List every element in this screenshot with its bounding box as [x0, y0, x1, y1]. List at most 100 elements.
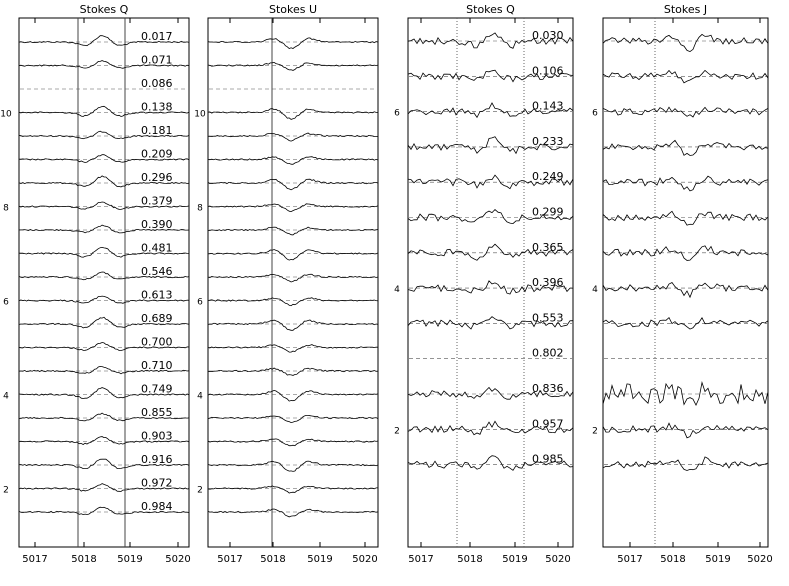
- profile-line: [19, 246, 190, 258]
- y-tick-label: 2: [592, 426, 598, 436]
- profile-line: [407, 280, 573, 295]
- profile-line: [407, 208, 574, 225]
- profile-line: [18, 342, 190, 351]
- profile-line: [207, 37, 379, 49]
- profile-line: [18, 506, 190, 516]
- profile-line: [602, 33, 769, 53]
- profile-line: [18, 224, 190, 234]
- profile-line: [602, 69, 769, 84]
- y-tick-label: 8: [3, 204, 9, 214]
- x-tick-label: 5017: [22, 554, 47, 565]
- y-tick-label: 6: [3, 298, 9, 308]
- profile-value-label: 0.209: [141, 148, 173, 161]
- profile-line: [407, 455, 574, 471]
- profile-value-label: 0.249: [532, 170, 564, 183]
- profile-value-label: 0.613: [141, 289, 173, 302]
- profile-line: [18, 458, 190, 469]
- profile-line: [407, 386, 574, 400]
- x-tick-label: 5018: [660, 554, 685, 565]
- profile-line: [207, 61, 379, 71]
- panel-frame: [407, 17, 574, 548]
- profile-line: [18, 365, 190, 375]
- profile-line: [18, 60, 190, 69]
- y-tick-label: 4: [197, 392, 203, 402]
- profile-line: [207, 344, 378, 353]
- profile-line: [207, 108, 378, 120]
- panel-frame: [207, 17, 379, 548]
- y-tick-label: 2: [3, 486, 9, 496]
- profile-value-label: 0.396: [532, 276, 564, 289]
- profile-line: [602, 281, 769, 299]
- x-tick-label: 5018: [260, 554, 285, 565]
- profile-value-label: 0.296: [141, 171, 173, 184]
- profile-line: [18, 295, 190, 304]
- profile-line: [207, 415, 379, 424]
- profile-line: [207, 485, 378, 494]
- profile-value-label: 0.138: [141, 101, 173, 114]
- profile-line: [602, 381, 769, 407]
- y-tick-label: 2: [197, 486, 203, 496]
- profile-line: [19, 154, 190, 163]
- profile-value-label: 0.071: [141, 54, 173, 67]
- profile-value-label: 0.106: [532, 64, 564, 77]
- x-tick-label: 5019: [705, 554, 730, 565]
- x-tick-label: 5020: [545, 554, 570, 565]
- profile-line: [207, 273, 379, 283]
- profile-line: [18, 483, 190, 492]
- profile-value-label: 0.233: [532, 135, 564, 148]
- profile-line: [18, 130, 190, 140]
- profile-value-label: 0.689: [141, 312, 173, 325]
- profile-value-label: 0.379: [141, 195, 173, 208]
- profile-line: [407, 69, 574, 83]
- profile-line: [18, 105, 190, 117]
- profile-line: [18, 175, 190, 188]
- profile-line: [407, 420, 574, 436]
- profile-value-label: 0.836: [532, 382, 564, 395]
- profile-value-label: 0.749: [141, 383, 173, 396]
- y-tick-label: 4: [3, 392, 9, 402]
- profile-line: [207, 438, 379, 447]
- profile-value-label: 0.481: [141, 242, 173, 255]
- profile-value-label: 0.972: [141, 477, 173, 490]
- x-tick-label: 5017: [617, 554, 642, 565]
- profile-line: [18, 412, 190, 422]
- profile-line: [18, 201, 190, 210]
- profile-value-label: 0.957: [532, 417, 564, 430]
- profile-line: [407, 136, 574, 155]
- profile-value-label: 0.181: [141, 124, 173, 137]
- panel-title: Stokes Q: [80, 3, 129, 16]
- profile-value-label: 0.086: [141, 77, 173, 90]
- profile-line: [602, 245, 769, 261]
- profile-line: [407, 316, 574, 330]
- profile-line: [18, 271, 190, 281]
- profile-line: [602, 106, 769, 118]
- profile-line: [602, 316, 769, 330]
- x-tick-label: 5018: [457, 554, 482, 565]
- panel-title: Stokes Q: [466, 3, 515, 16]
- y-tick-label: 4: [592, 285, 598, 295]
- y-tick-label: 6: [197, 298, 203, 308]
- profile-line: [208, 226, 379, 236]
- panel-title: Stokes U: [269, 3, 317, 16]
- profile-value-label: 0.390: [141, 218, 173, 231]
- x-tick-label: 5020: [747, 554, 772, 565]
- profile-value-label: 0.700: [141, 336, 173, 349]
- x-tick-label: 5017: [217, 554, 242, 565]
- panel-title: Stokes J: [664, 3, 707, 16]
- profile-line: [602, 210, 769, 226]
- profile-line: [18, 387, 190, 399]
- x-tick-label: 5019: [502, 554, 527, 565]
- y-tick-label: 10: [0, 110, 12, 120]
- y-tick-label: 6: [394, 109, 400, 119]
- profile-value-label: 0.143: [532, 100, 564, 113]
- profile-line: [602, 456, 769, 471]
- profile-line: [207, 460, 379, 472]
- x-tick-label: 5017: [408, 554, 433, 565]
- profile-value-label: 0.030: [532, 29, 564, 42]
- profile-line: [407, 102, 574, 119]
- profile-line: [602, 139, 769, 156]
- profile-line: [18, 436, 190, 445]
- x-tick-label: 5020: [165, 554, 190, 565]
- profile-line: [207, 178, 379, 191]
- profile-value-label: 0.802: [532, 347, 564, 360]
